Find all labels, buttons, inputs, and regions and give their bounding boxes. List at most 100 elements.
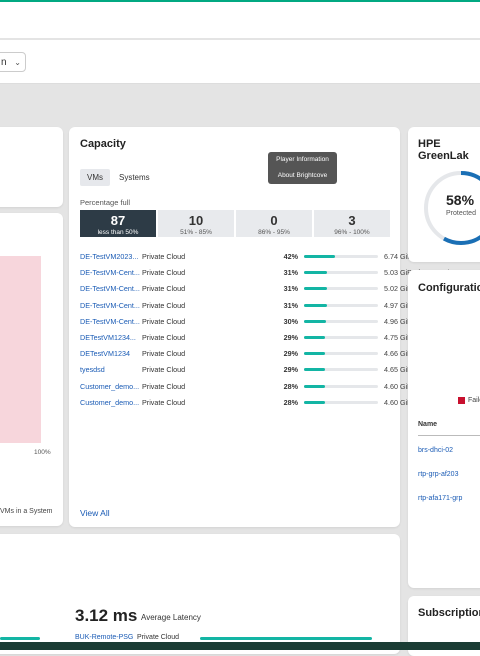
bucket-under-50[interactable]: 87 less than 50% [80,210,156,237]
bucket-range: less than 50% [97,229,139,236]
vm-usage-fill [304,336,326,339]
bucket-count: 3 [348,213,356,228]
vm-percent: 42% [283,252,298,261]
player-context-menu: Player Information About Brightcove [268,152,337,184]
menu-item-about-brightcove[interactable]: About Brightcove [277,172,328,179]
chevron-down-icon: ⌄ [14,58,21,67]
bucket-range: 96% - 100% [334,229,370,236]
latency-value: 3.12 ms [75,606,138,625]
percentage-full-label: Percentage full [80,198,131,207]
top-navigation-bar [0,0,480,38]
vm-usage-fill [304,271,327,275]
vm-type: Private Cloud [142,300,186,310]
vm-percent: 28% [283,381,298,391]
vm-percent: 29% [283,365,298,375]
latency-row-name[interactable]: BUK-Remote-PSG [75,634,134,641]
bucket-range: 51% - 85% [180,229,212,236]
table-divider [418,435,480,436]
protection-donut [424,171,480,245]
bottom-left-card [0,534,400,654]
vm-usage-fill [304,352,326,356]
vm-name-link[interactable]: DETestVM1234 [80,349,130,359]
config-row-link[interactable]: brs-dhci-02 [418,447,454,454]
bucket-count: 10 [188,213,204,228]
bucket-86-95[interactable]: 0 86% - 95% [236,210,312,237]
bucket-96-100[interactable]: 3 96% - 100% [314,210,390,237]
vm-type: Private Cloud [142,381,186,391]
vm-usage-bar [304,303,378,307]
vm-row: DE-TestVM-Cent... Private Cloud 30% 4.96 Gi… [80,316,454,333]
column-header-name: Name [418,421,438,428]
protected-percent: 58% [446,192,475,208]
taskbar [0,642,480,650]
filter-bar: n ⌄ [0,40,480,84]
vm-usage-bar [304,352,378,356]
latency-progress-bar [200,637,372,640]
chart-area [0,256,41,443]
vm-type: Private Cloud [142,349,186,359]
vm-name-link[interactable]: DE-TestVM-Cent... [80,284,140,294]
vm-usage-bar [304,384,378,388]
bucket-range: 86% - 95% [258,229,290,236]
config-row-link[interactable]: rtp-afa171-grp [418,495,463,502]
greenlake-title: HPE GreenLak [418,138,469,162]
vm-percent: 31% [283,284,298,294]
capacity-card [69,127,400,527]
vm-usage-bar [304,368,378,372]
vm-row: Customer_demo... Private Cloud 28% 4.60 GiB… [80,381,454,398]
vm-usage-fill [304,384,325,388]
vm-name-link[interactable]: DE-TestVM-Cent... [80,316,140,326]
vm-usage-bar [304,271,378,275]
subscription-title: Subscription a [418,607,480,619]
vm-type: Private Cloud [142,397,186,407]
bucket-count: 0 [270,213,278,228]
legend-swatch [458,397,465,404]
vm-name-link[interactable]: tyesdsd [80,365,105,375]
vm-usage-bar [304,319,378,323]
vm-name-link[interactable]: Customer_demo... [80,381,140,391]
vm-row: DE-TestVM-Cent... Private Cloud 31% 5.02 Gi… [80,284,454,300]
axis-tick-label: 100% [34,449,51,456]
bucket-count: 87 [110,213,126,228]
configuration-title: Configuration C [418,282,480,294]
vm-percent: 28% [283,397,298,407]
tab-vms[interactable]: VMs [80,169,110,186]
configuration-card [408,270,480,588]
vm-row: Customer_demo... Private Cloud 28% 4.60 GiB… [80,397,454,414]
vm-usage-bar [304,400,378,404]
menu-item-player-information[interactable]: Player Information [276,156,329,163]
vm-usage-fill [304,287,327,291]
protected-label: Protected [446,210,476,217]
vm-usage-bar [304,336,378,339]
vm-type: Private Cloud [142,252,186,261]
vm-usage-fill [304,303,327,307]
vm-type: Private Cloud [142,365,186,375]
view-all-link[interactable]: View All [80,508,110,518]
vm-name-link[interactable]: DE-TestVM-Cent... [80,300,140,310]
left-summary-card [0,127,63,207]
vm-percent: 29% [283,349,298,359]
vm-row: DE-TestVM-Cent... Private Cloud 31% 4.97 Gi… [80,300,454,317]
vm-usage-fill [304,319,327,323]
vm-usage-bar [304,287,378,291]
vm-name-link[interactable]: DETestVM1234... [80,333,136,342]
chart-caption: VMs in a System [0,508,53,515]
config-row-link[interactable]: rtp-grp-af203 [418,471,459,478]
vm-percent: 31% [283,268,298,278]
scope-dropdown[interactable]: n ⌄ [0,52,26,72]
legend-label: Faile [468,397,480,404]
vm-percent: 31% [283,300,298,310]
vm-name-link[interactable]: DE-TestVM-Cent... [80,268,140,278]
dropdown-value: n [1,57,7,68]
vm-type: Private Cloud [142,333,186,342]
vm-name-link[interactable]: DE-TestVM2023... [80,252,139,261]
bucket-51-85[interactable]: 10 51% - 85% [158,210,234,237]
vm-name-link[interactable]: Customer_demo... [80,397,140,407]
vm-usage-fill [304,400,325,404]
latency-row-type: Private Cloud [137,634,180,641]
tab-systems[interactable]: Systems [119,173,150,182]
left-progress-bar [0,637,40,640]
vm-percent: 30% [283,316,298,326]
vm-row: DE-TestVM-Cent... Private Cloud 31% 5.03 Gi… [80,268,454,284]
